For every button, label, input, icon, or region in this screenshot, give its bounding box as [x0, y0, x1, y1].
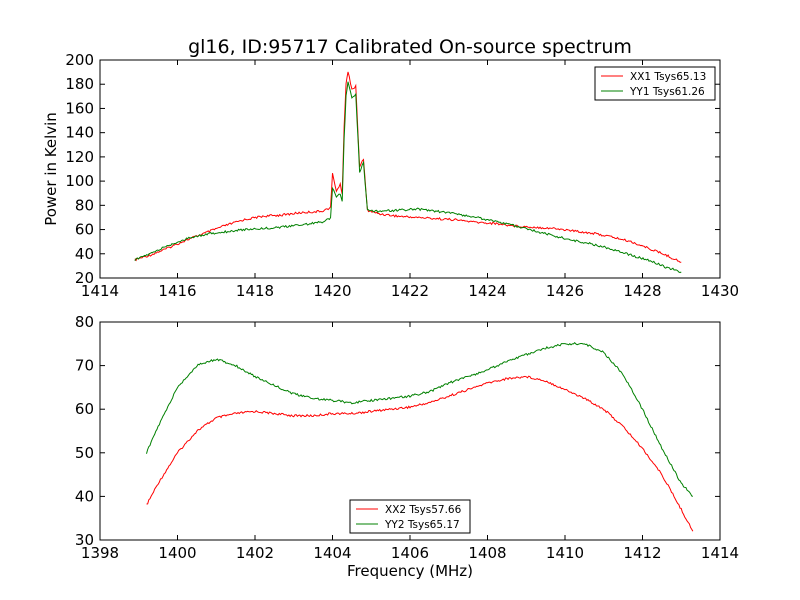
- x-tick-label: 1430: [701, 282, 739, 300]
- y-tick-label: 160: [65, 99, 94, 117]
- y-tick-label: 60: [75, 400, 94, 418]
- bottom-plot-area: 1398 1400 1402 1404 1406 1408 1410 1412 1414 30 40…: [75, 313, 739, 562]
- x-tick-label: 1400: [158, 544, 196, 562]
- legend-label: XX1 Tsys65.13: [630, 71, 706, 83]
- y-tick-label: 80: [75, 313, 94, 331]
- y-tick-label: 180: [65, 75, 94, 93]
- series-line-0-1: [134, 81, 682, 274]
- legend-box: [349, 499, 471, 534]
- top-plot-area: 1414 1416 1418 1420 1422 1424 1426 1428 1430 20 40…: [65, 51, 739, 300]
- y-tick-label: 40: [75, 245, 94, 263]
- x-tick-label: 1412: [623, 544, 661, 562]
- x-tick-label: 1420: [313, 282, 351, 300]
- y-tick-label: 200: [65, 51, 94, 69]
- legend-label: YY2 Tsys65.17: [384, 519, 460, 531]
- y-tick-label: 80: [75, 196, 94, 214]
- top-y-axis-label: Power in Kelvin: [42, 112, 60, 226]
- bottom-x-axis-label: Frequency (MHz): [347, 562, 473, 580]
- x-tick-label: 1428: [623, 282, 661, 300]
- y-tick-label: 20: [75, 269, 94, 287]
- legend-label: XX2 Tsys57.66: [385, 504, 462, 516]
- x-tick-label: 1402: [236, 544, 274, 562]
- y-tick-label: 60: [75, 221, 94, 239]
- y-tick-label: 30: [75, 531, 94, 549]
- y-tick-label: 40: [75, 487, 94, 505]
- legend-label: YY1 Tsys61.26: [629, 86, 705, 98]
- x-tick-label: 1426: [546, 282, 584, 300]
- y-tick-label: 120: [65, 148, 94, 166]
- x-tick-label: 1408: [468, 544, 506, 562]
- x-tick-label: 1416: [158, 282, 196, 300]
- legend-box: [594, 66, 716, 101]
- y-tick-label: 50: [75, 444, 94, 462]
- top-chart-title: gl16, ID:95717 Calibrated On-source spec…: [188, 36, 632, 58]
- series-line-1-0: [146, 375, 694, 532]
- x-tick-label: 1418: [236, 282, 274, 300]
- x-tick-label: 1424: [468, 282, 506, 300]
- x-tick-label: 1398: [81, 544, 119, 562]
- x-tick-label: 1404: [313, 544, 351, 562]
- y-tick-label: 100: [65, 172, 94, 190]
- x-tick-label: 1414: [701, 544, 739, 562]
- y-tick-label: 140: [65, 124, 94, 142]
- x-tick-label: 1422: [391, 282, 429, 300]
- x-tick-label: 1406: [391, 544, 429, 562]
- x-tick-label: 1410: [546, 544, 584, 562]
- series-line-0-0: [134, 71, 682, 263]
- y-tick-label: 70: [75, 357, 94, 375]
- x-tick-label: 1414: [81, 282, 119, 300]
- series-line-1-1: [146, 342, 694, 497]
